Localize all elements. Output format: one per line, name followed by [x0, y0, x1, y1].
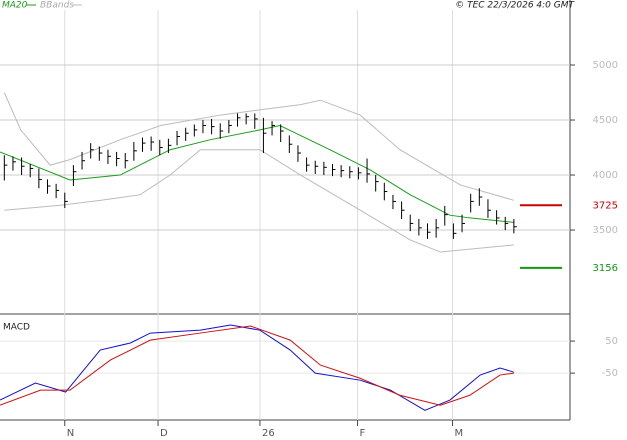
y-tick-label: 5000 — [593, 60, 618, 71]
x-tick-label: 26 — [262, 428, 275, 439]
legend-ma20: MA20 — [2, 1, 28, 11]
x-tick-label: F — [360, 428, 366, 439]
x-tick-label: N — [67, 428, 74, 439]
x-tick-label: D — [160, 428, 168, 439]
y-tick-label: 3500 — [593, 225, 618, 236]
macd-title: MACD — [3, 323, 30, 333]
bband-line — [4, 149, 514, 253]
ma-line — [0, 124, 514, 223]
macd-line — [0, 324, 515, 411]
legend-bbands: BBands — [40, 1, 74, 11]
y-tick-label: 4000 — [593, 170, 618, 181]
level-label: 3156 — [593, 263, 618, 274]
y-tick-label: 4500 — [593, 115, 618, 126]
signal-line — [0, 325, 514, 406]
bband-line — [3, 92, 515, 201]
y-tick-label: -50 — [602, 368, 618, 379]
credit: © TEC 22/3/2026 4:0 GMT — [455, 1, 575, 11]
x-tick-label: M — [455, 428, 464, 439]
level-label: 3725 — [593, 200, 618, 211]
y-tick-label: 50 — [605, 336, 618, 347]
